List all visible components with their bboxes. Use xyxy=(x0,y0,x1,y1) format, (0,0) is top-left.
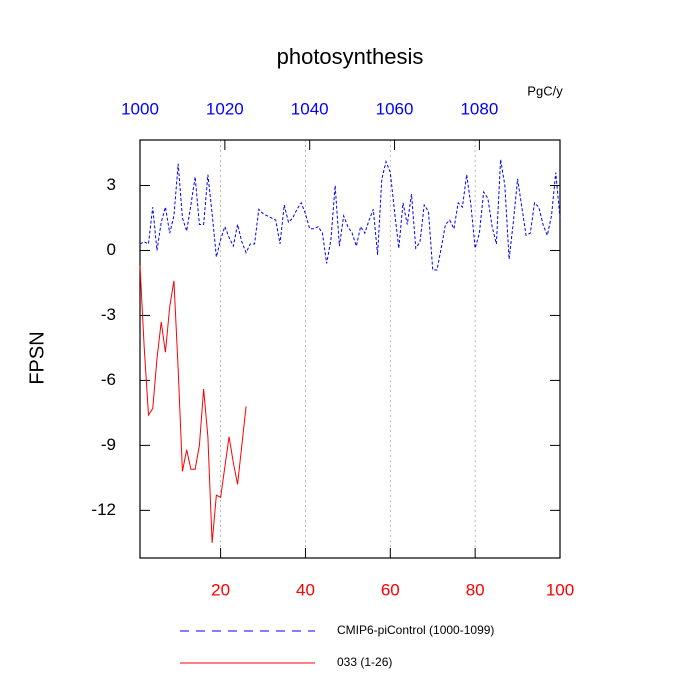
chart-title: photosynthesis xyxy=(277,44,424,69)
x-tick-label: 20 xyxy=(211,580,230,599)
x2-tick-label: 1060 xyxy=(376,99,414,118)
legend-label: CMIP6-piControl (1000-1099) xyxy=(337,623,494,637)
x-tick-label: 60 xyxy=(381,580,400,599)
x-tick-label: 80 xyxy=(466,580,485,599)
x2-tick-label: 1040 xyxy=(291,99,329,118)
x-tick-label: 40 xyxy=(296,580,315,599)
y-tick-label: 0 xyxy=(107,240,116,259)
y-tick-label: -12 xyxy=(91,500,116,519)
x2-tick-label: 1000 xyxy=(121,99,159,118)
x-tick-label: 100 xyxy=(546,580,574,599)
x2-tick-label: 1020 xyxy=(206,99,244,118)
plot-frame xyxy=(139,139,561,559)
y-axis-label: FPSN xyxy=(26,331,48,384)
series-line xyxy=(139,159,561,271)
y-tick-label: -9 xyxy=(101,435,116,454)
series-line xyxy=(139,265,247,543)
y-tick-label: 3 xyxy=(107,175,116,194)
y-tick-label: -3 xyxy=(101,305,116,324)
y-tick-label: -6 xyxy=(101,370,116,389)
units-label: PgC/y xyxy=(527,83,563,98)
x2-tick-label: 1080 xyxy=(460,99,498,118)
legend-label: 033 (1-26) xyxy=(337,655,392,669)
